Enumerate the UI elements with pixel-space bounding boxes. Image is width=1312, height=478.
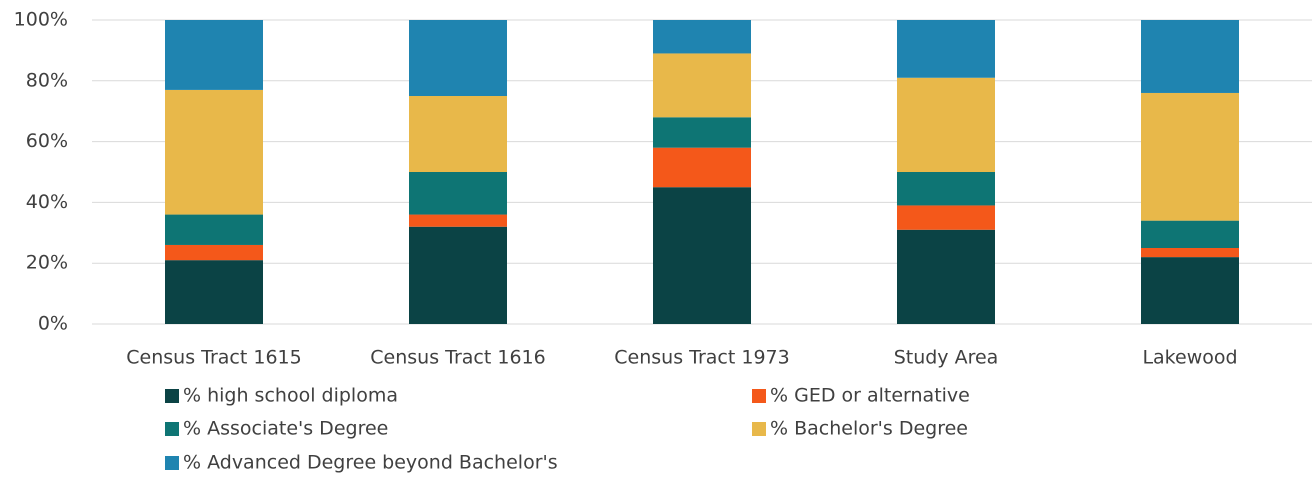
bar-segment bbox=[165, 244, 263, 261]
y-tick-label: 100% bbox=[14, 9, 68, 31]
bar-segment bbox=[165, 20, 263, 90]
y-tick-label: 40% bbox=[26, 191, 68, 213]
bar-segment bbox=[653, 20, 751, 54]
bar-segment bbox=[165, 89, 263, 215]
legend-swatch bbox=[752, 389, 766, 403]
bar-segment bbox=[1141, 257, 1239, 324]
x-tick-label: Study Area bbox=[894, 347, 999, 369]
bar-segment bbox=[409, 226, 507, 324]
x-tick-label: Census Tract 1615 bbox=[126, 347, 301, 369]
bar-segment bbox=[653, 53, 751, 118]
legend-label: % Advanced Degree beyond Bachelor's bbox=[183, 452, 558, 474]
bar-segment bbox=[897, 20, 995, 78]
y-tick-label: 60% bbox=[26, 130, 68, 152]
legend-label: % Associate's Degree bbox=[183, 418, 388, 440]
x-tick-label: Census Tract 1616 bbox=[370, 347, 545, 369]
y-tick-label: 20% bbox=[26, 252, 68, 274]
legend-swatch bbox=[165, 422, 179, 436]
y-tick-label: 80% bbox=[26, 69, 68, 91]
bar-segment bbox=[1141, 92, 1239, 221]
bar-segment bbox=[409, 20, 507, 96]
bar-segment bbox=[409, 172, 507, 215]
bar-segment bbox=[897, 205, 995, 230]
bar-segment bbox=[165, 260, 263, 324]
legend-swatch bbox=[752, 422, 766, 436]
x-tick-label: Census Tract 1973 bbox=[614, 347, 789, 369]
bar-segment bbox=[1141, 248, 1239, 258]
bar-segment bbox=[653, 147, 751, 188]
bar-segment bbox=[653, 117, 751, 148]
legend-swatch bbox=[165, 456, 179, 470]
bar-segment bbox=[653, 187, 751, 324]
legend-label: % GED or alternative bbox=[770, 385, 970, 407]
bar-segment bbox=[897, 77, 995, 172]
y-tick-label: 0% bbox=[38, 313, 68, 335]
bar-segment bbox=[897, 172, 995, 206]
x-tick-label: Lakewood bbox=[1142, 347, 1237, 369]
bar-segment bbox=[897, 229, 995, 324]
legend-label: % high school diploma bbox=[183, 385, 398, 407]
bar-segment bbox=[1141, 220, 1239, 248]
bar-segment bbox=[165, 214, 263, 245]
bar-segment bbox=[409, 96, 507, 172]
bar-segment bbox=[1141, 20, 1239, 93]
legend-label: % Bachelor's Degree bbox=[770, 418, 968, 440]
bar-segment bbox=[409, 214, 507, 227]
legend-swatch bbox=[165, 389, 179, 403]
